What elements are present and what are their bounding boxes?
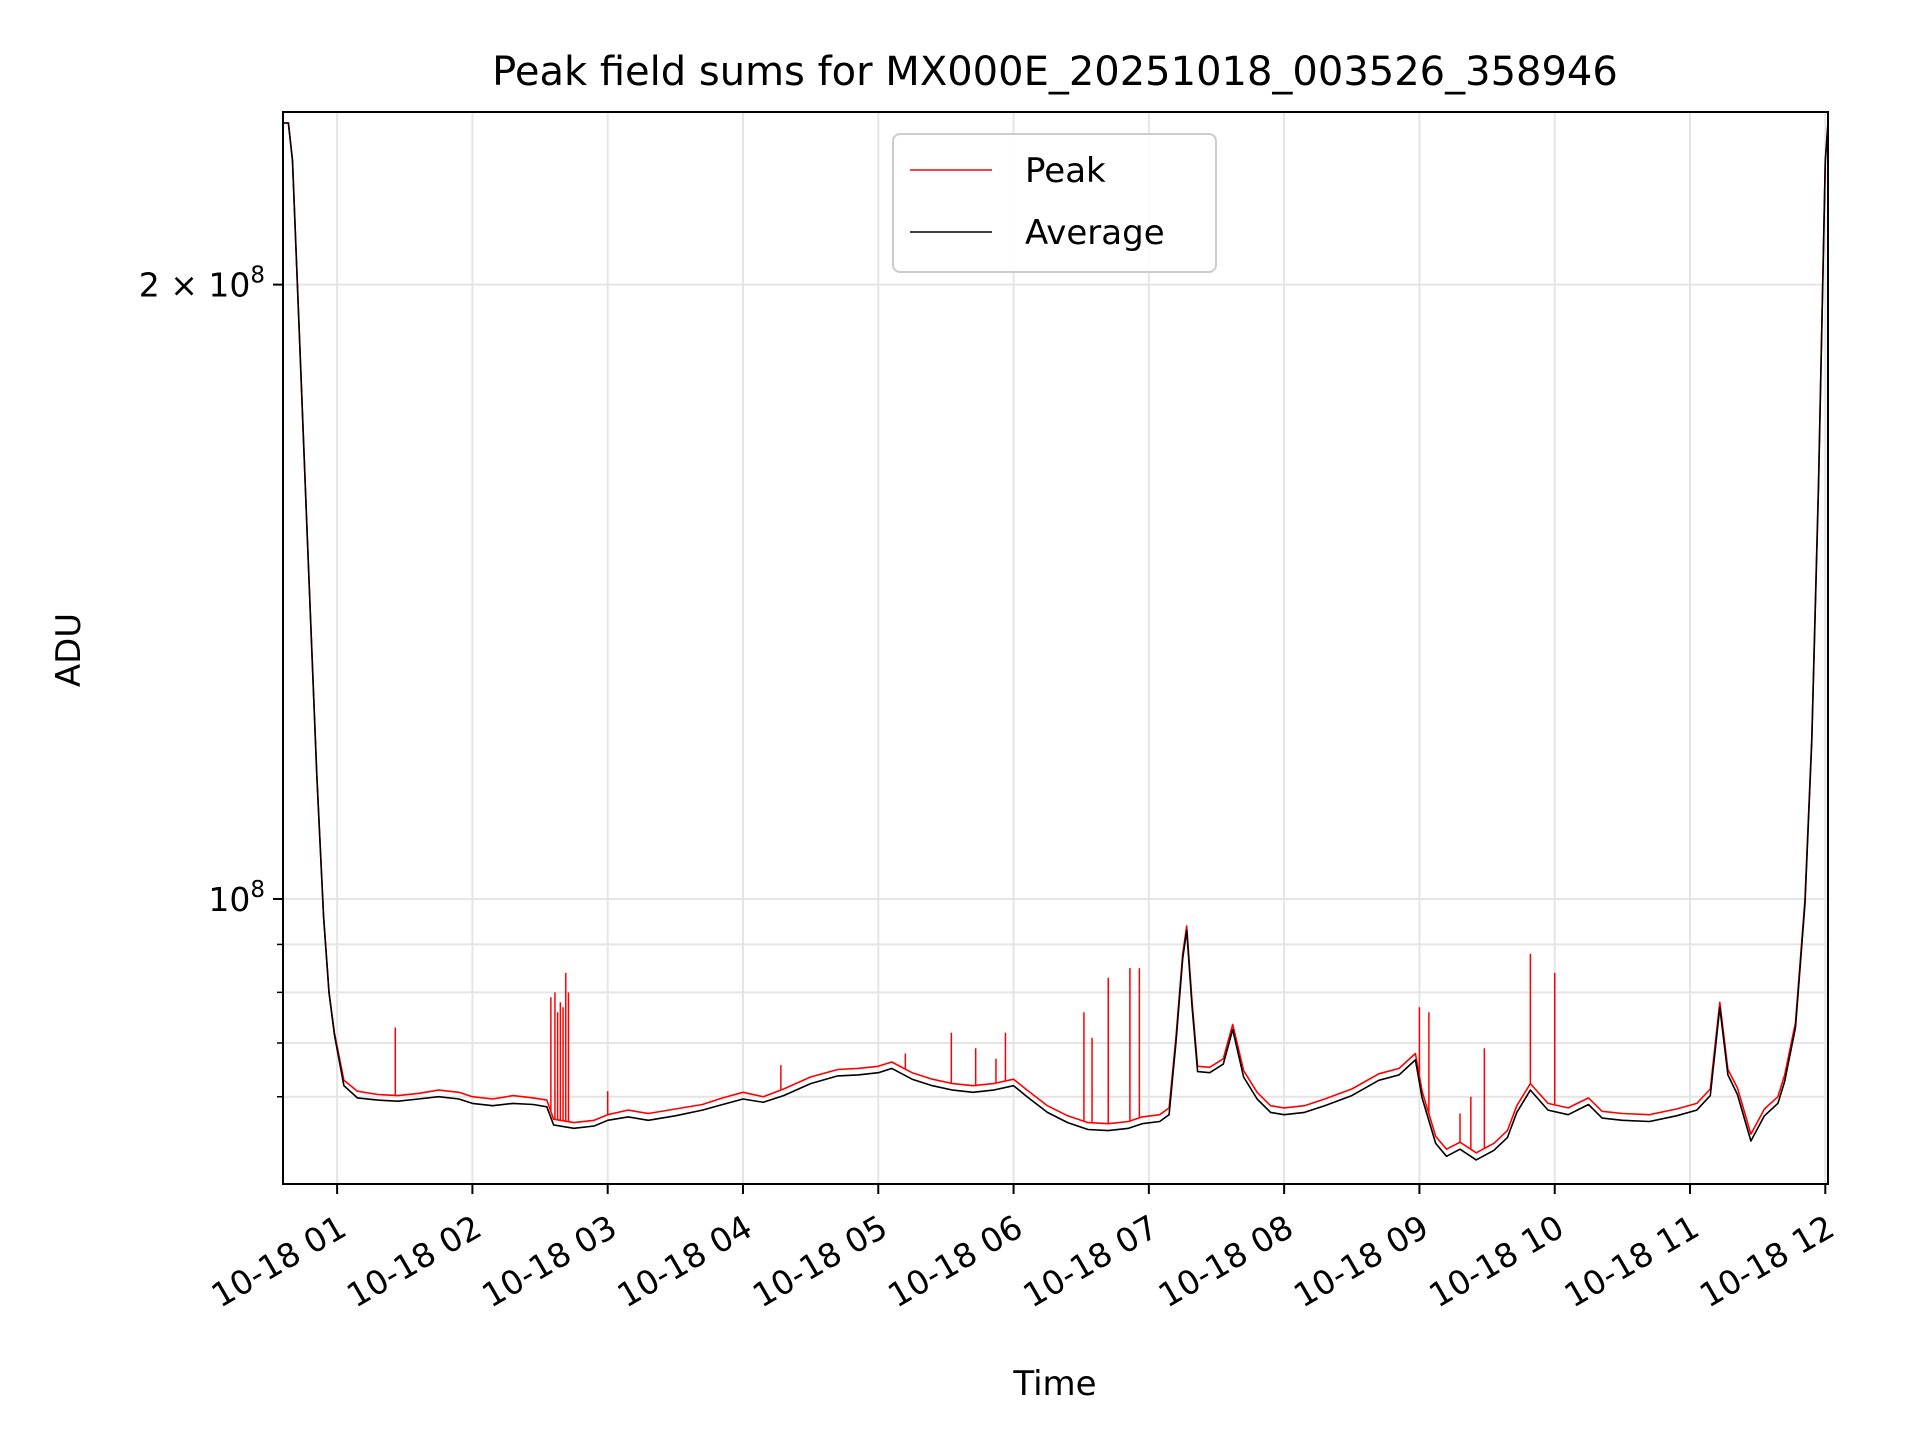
series-layer	[283, 122, 1828, 1161]
legend-average-label: Average	[1025, 213, 1165, 253]
x-axis-label: Time	[1012, 1364, 1096, 1404]
y-tick-label: 2 × 108	[139, 263, 265, 305]
legend-box	[892, 133, 1217, 273]
chart-title: Peak field sums for MX000E_20251018_0035…	[492, 49, 1618, 95]
legend-peak-label: Peak	[1025, 151, 1106, 191]
series-line-average	[283, 122, 1828, 1161]
grid-lines	[283, 112, 1828, 1184]
y-tick-label: 108	[208, 877, 265, 919]
legend: Peak Average	[892, 133, 1217, 273]
y-axis: 108 2 × 108	[139, 263, 283, 1098]
series-line-peak	[283, 122, 1828, 1154]
plot-frame	[282, 111, 1829, 1185]
y-axis-label: ADU	[49, 613, 89, 687]
plot-area	[283, 122, 1828, 1161]
